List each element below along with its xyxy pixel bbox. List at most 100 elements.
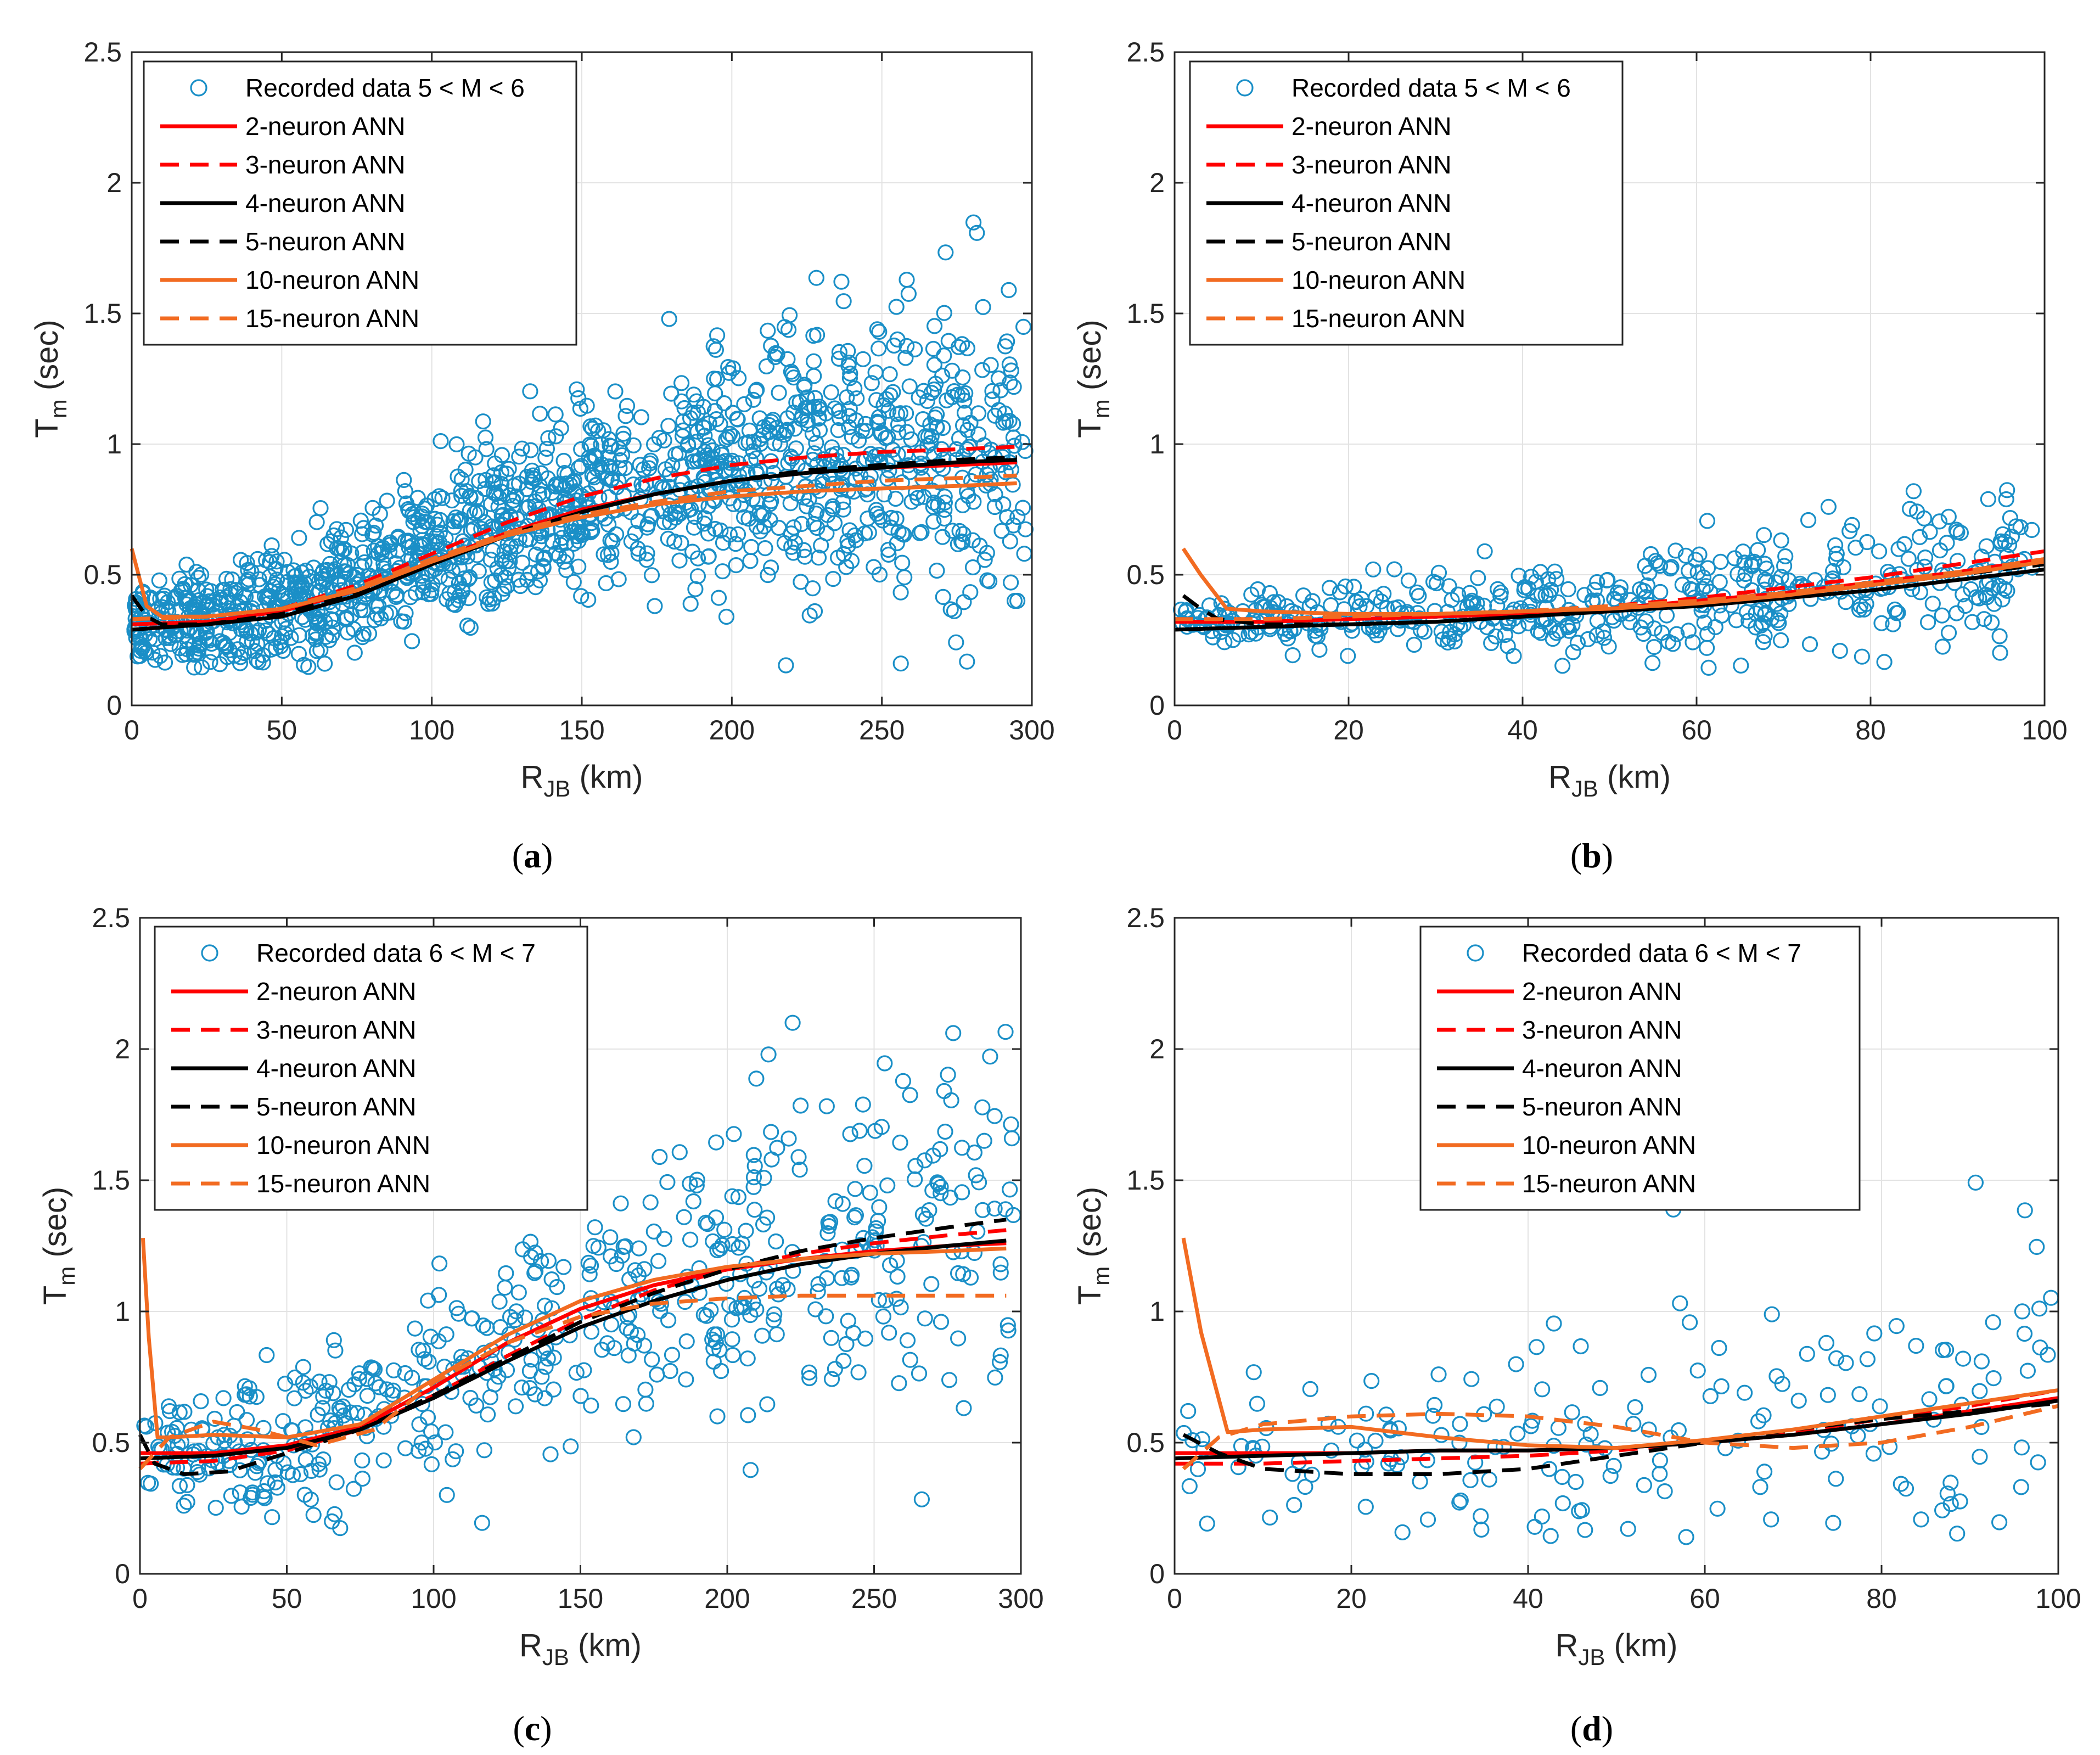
data-point bbox=[445, 1451, 461, 1467]
data-point bbox=[779, 351, 796, 367]
data-point bbox=[739, 1350, 756, 1367]
data-point bbox=[1916, 558, 1933, 575]
data-point bbox=[688, 1177, 705, 1193]
data-point bbox=[312, 500, 329, 517]
series-line-3-neuron-ann bbox=[1175, 549, 2045, 621]
data-point bbox=[580, 591, 597, 608]
data-point bbox=[746, 1158, 763, 1174]
data-point bbox=[1672, 1295, 1688, 1311]
data-point bbox=[1973, 548, 1990, 565]
data-point bbox=[1576, 587, 1593, 603]
data-point bbox=[1627, 1399, 1643, 1416]
data-point bbox=[431, 1287, 447, 1303]
data-point bbox=[772, 436, 788, 452]
data-point bbox=[207, 1500, 224, 1516]
data-point bbox=[1646, 638, 1663, 655]
data-point bbox=[956, 1400, 972, 1416]
data-point bbox=[314, 1400, 331, 1416]
data-point bbox=[896, 569, 913, 586]
data-point bbox=[780, 455, 796, 471]
data-point bbox=[1636, 582, 1652, 599]
data-point bbox=[867, 1232, 883, 1248]
data-point bbox=[918, 1210, 934, 1227]
data-point bbox=[1980, 491, 1996, 507]
legend-label: 15-neuron ANN bbox=[1522, 1169, 1696, 1198]
data-point bbox=[212, 595, 229, 611]
data-point bbox=[1939, 1485, 1956, 1502]
data-point bbox=[855, 1096, 871, 1113]
data-point bbox=[206, 1410, 223, 1427]
data-point bbox=[556, 464, 573, 481]
data-point bbox=[970, 1174, 987, 1191]
data-point bbox=[935, 588, 951, 605]
data-point bbox=[603, 553, 619, 570]
data-point bbox=[923, 428, 940, 445]
data-point bbox=[686, 386, 702, 403]
data-point bbox=[881, 1257, 899, 1274]
data-point bbox=[756, 1170, 772, 1186]
data-point bbox=[1972, 1383, 1988, 1399]
data-point bbox=[1547, 563, 1563, 580]
data-point bbox=[933, 1314, 950, 1330]
data-point bbox=[1776, 558, 1793, 574]
data-point bbox=[889, 1268, 906, 1285]
data-point bbox=[846, 380, 863, 397]
y-tick-label: 0 bbox=[106, 690, 122, 721]
data-point bbox=[1920, 614, 1936, 631]
data-point bbox=[1430, 1366, 1447, 1383]
data-point bbox=[1985, 1370, 2002, 1387]
data-point bbox=[543, 1271, 560, 1288]
data-point bbox=[242, 1388, 258, 1405]
data-point bbox=[398, 495, 415, 512]
data-point bbox=[736, 396, 753, 413]
data-point bbox=[1663, 559, 1680, 575]
data-point bbox=[809, 519, 826, 536]
data-point bbox=[232, 1462, 248, 1478]
series-line-15-neuron-ann bbox=[1182, 1404, 2059, 1471]
data-point bbox=[811, 401, 827, 417]
data-point bbox=[347, 587, 364, 604]
data-point bbox=[243, 563, 260, 580]
data-point bbox=[823, 384, 839, 401]
data-point bbox=[434, 490, 451, 506]
data-point bbox=[134, 638, 151, 655]
y-tick-label: 2 bbox=[115, 1034, 130, 1064]
data-point bbox=[364, 526, 381, 543]
data-point bbox=[697, 510, 713, 526]
data-point bbox=[418, 497, 435, 514]
data-point bbox=[415, 1342, 431, 1359]
y-tick-label: 2.5 bbox=[1126, 37, 1165, 68]
data-point bbox=[929, 1174, 946, 1191]
data-point bbox=[979, 572, 996, 588]
data-point bbox=[807, 1301, 824, 1317]
legend-label: 10-neuron ANN bbox=[256, 1131, 430, 1159]
data-point bbox=[545, 1381, 562, 1398]
data-point bbox=[943, 1092, 959, 1109]
data-point bbox=[250, 654, 267, 670]
data-point bbox=[965, 214, 982, 231]
data-point bbox=[260, 625, 277, 642]
data-point bbox=[1940, 625, 1957, 641]
data-point bbox=[748, 1070, 765, 1087]
data-point bbox=[1578, 1436, 1594, 1453]
data-point bbox=[544, 533, 560, 550]
data-point bbox=[615, 430, 632, 447]
data-point bbox=[619, 1320, 635, 1336]
data-point bbox=[895, 1073, 912, 1089]
data-point bbox=[835, 293, 852, 310]
data-point bbox=[309, 603, 326, 619]
data-point bbox=[1262, 1509, 1278, 1526]
data-point bbox=[1282, 623, 1298, 639]
data-point bbox=[762, 559, 779, 576]
data-point bbox=[841, 522, 858, 539]
data-point bbox=[523, 1249, 540, 1265]
data-point bbox=[1534, 1381, 1551, 1398]
data-point bbox=[926, 356, 943, 373]
data-point bbox=[950, 536, 966, 552]
data-point bbox=[1680, 623, 1697, 639]
data-point bbox=[302, 1492, 319, 1508]
x-tick-label: 250 bbox=[859, 715, 905, 745]
legend-label: 2-neuron ANN bbox=[256, 977, 417, 1006]
data-point bbox=[553, 420, 569, 436]
data-point bbox=[507, 1312, 524, 1328]
